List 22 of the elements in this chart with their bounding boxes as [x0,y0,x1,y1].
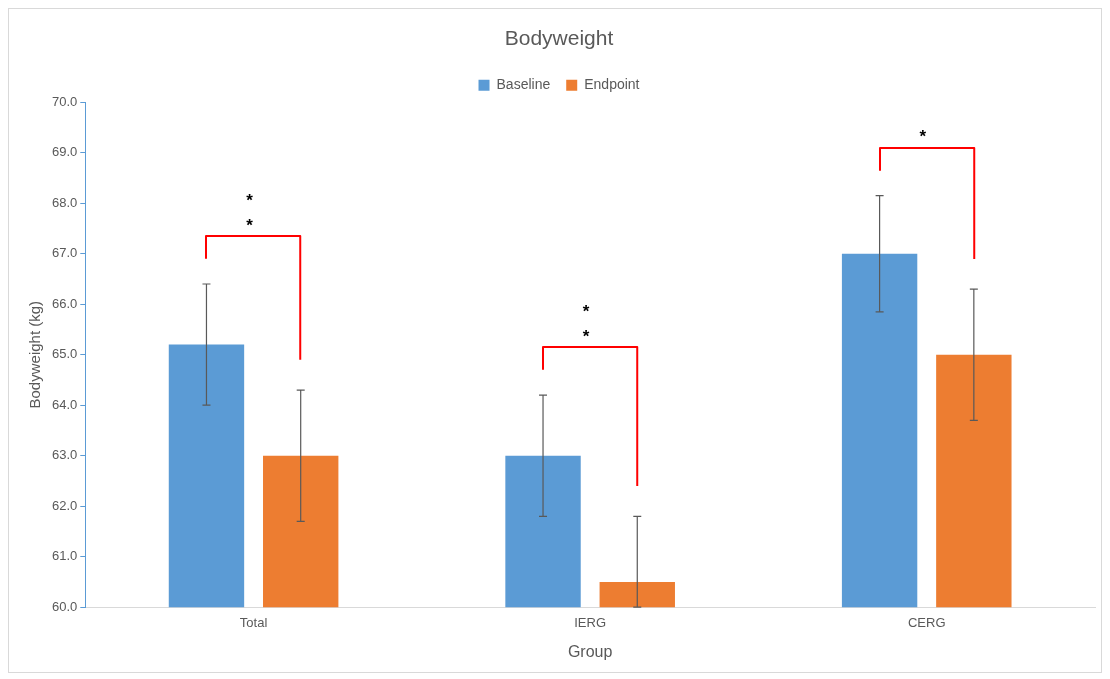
y-tick-label: 60.0 [51,598,78,614]
y-tick-label: 68.0 [51,194,78,210]
y-tick-label: 66.0 [51,295,78,311]
x-axis-title: Group [567,642,613,660]
chart-title: Bodyweight [504,26,614,50]
x-tick-label: IERG [574,614,607,630]
y-tick-label: 70.0 [51,93,78,109]
annotation: ** [582,301,590,346]
y-tick-label: 62.0 [51,497,78,513]
x-tick-label: Total [239,614,268,630]
y-axis-title: Bodyweight (kg) [26,300,44,409]
y-tick-label: 61.0 [51,548,78,564]
y-tick-label: 63.0 [51,447,78,463]
y-tick-label: 69.0 [51,144,78,160]
x-tick-label: CERG [907,614,946,630]
annotation: * [919,127,927,147]
y-tick-label: 67.0 [51,245,78,261]
legend-label: Baseline [496,76,551,93]
annotation: ** [246,190,254,235]
y-tick-label: 64.0 [51,396,78,412]
y-tick-label: 65.0 [51,346,78,362]
legend-label: Endpoint [584,76,640,93]
